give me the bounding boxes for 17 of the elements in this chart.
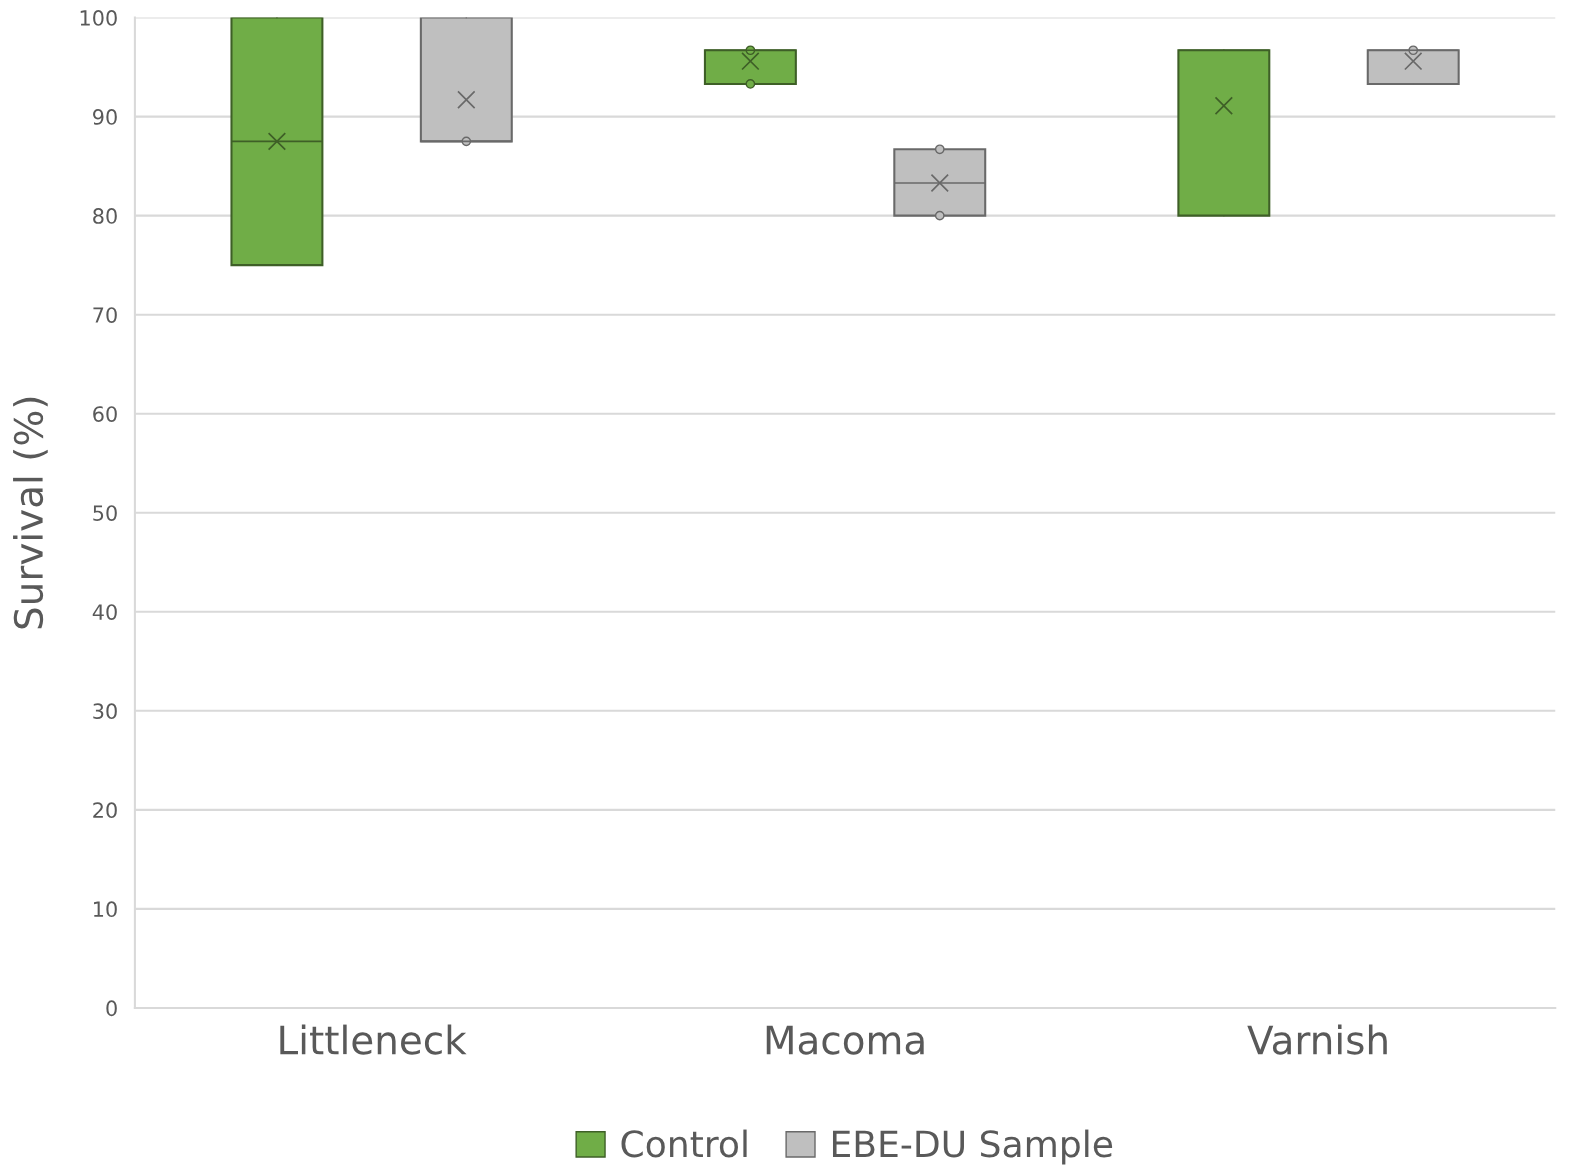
y-tick-label: 60 — [93, 406, 117, 422]
x-tick-label: Littleneck — [280, 1024, 467, 1055]
y-axis-title: Survival (%) — [13, 397, 48, 629]
y-tick-label: 100 — [80, 10, 117, 26]
y-tick-label: 10 — [94, 901, 117, 918]
y-tick-label: 20 — [93, 802, 117, 819]
y-tick-label: 0 — [106, 1000, 117, 1017]
legend-label: Control — [621, 1129, 747, 1158]
x-tick-label: Varnish — [1247, 1024, 1387, 1055]
y-tick-label: 70 — [93, 307, 117, 323]
y-tick-label: 40 — [92, 604, 117, 620]
y-tick-label: 50 — [93, 505, 117, 521]
legend-label: EBE-DU Sample — [832, 1129, 1113, 1165]
x-tick-label: Macoma — [766, 1025, 924, 1055]
y-tick-label: 90 — [93, 109, 117, 125]
y-tick-label: 80 — [93, 208, 117, 224]
y-tick-label: 30 — [93, 703, 117, 720]
